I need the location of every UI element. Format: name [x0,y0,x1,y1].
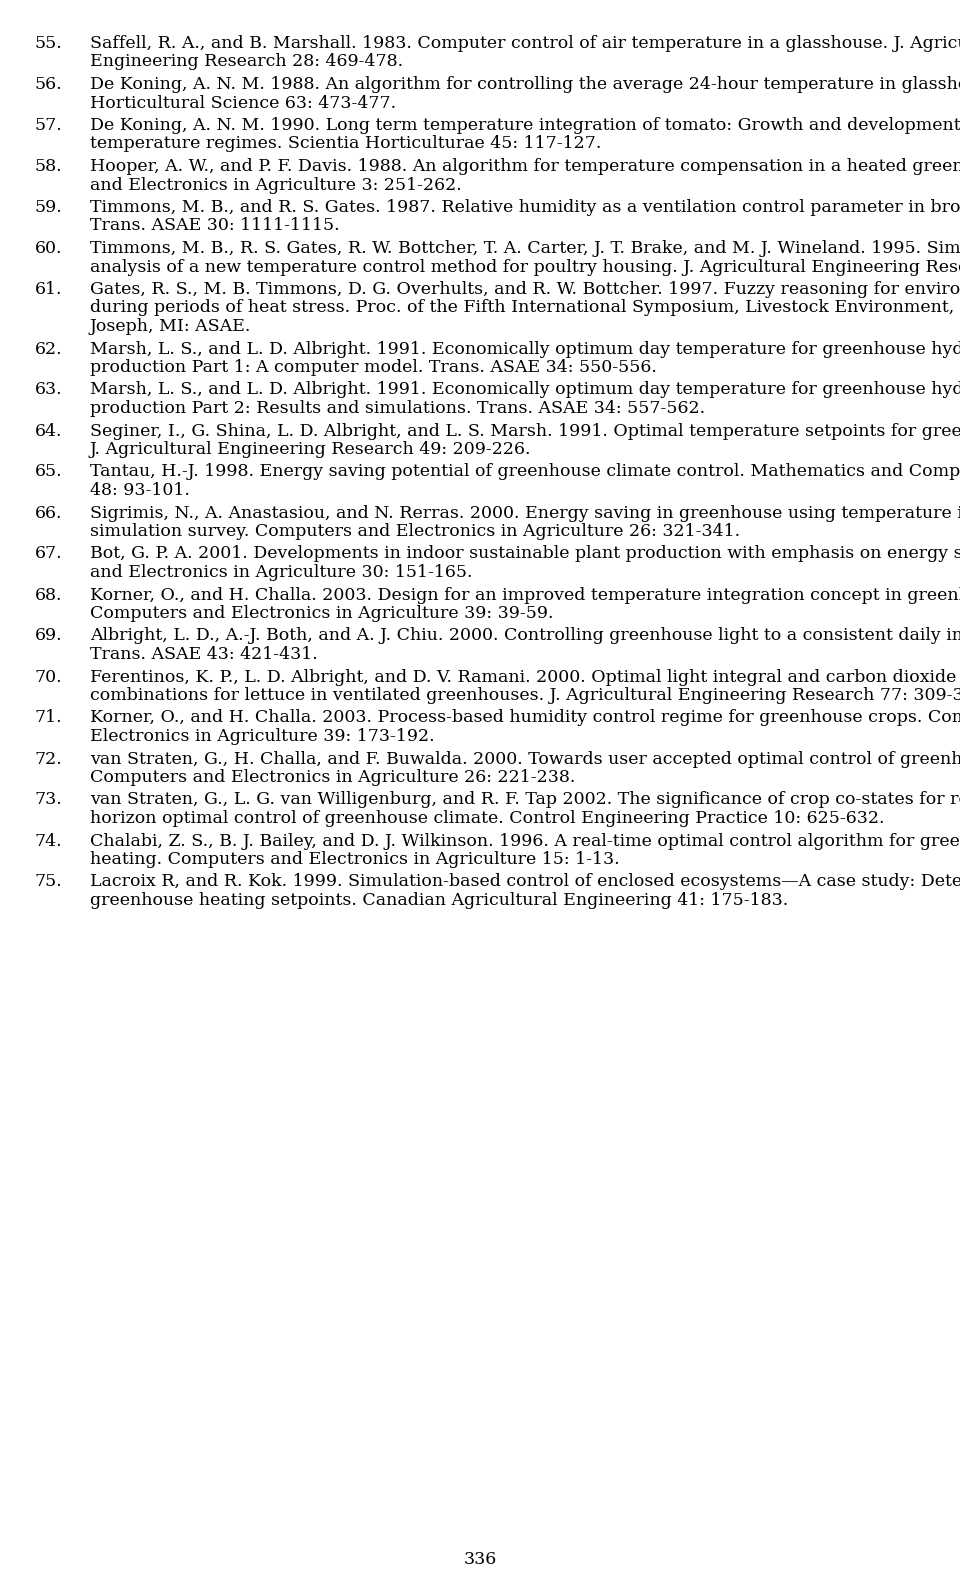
Text: Lacroix R, and R. Kok. 1999. Simulation-based control of enclosed ecosystems—A c: Lacroix R, and R. Kok. 1999. Simulation-… [90,873,960,890]
Text: horizon optimal control of greenhouse climate. Control Engineering Practice 10: : horizon optimal control of greenhouse cl… [90,809,884,827]
Text: 57.: 57. [35,117,62,134]
Text: Korner, O., and H. Challa. 2003. Process-based humidity control regime for green: Korner, O., and H. Challa. 2003. Process… [90,710,960,727]
Text: temperature regimes. Scientia Horticulturae 45: 117-127.: temperature regimes. Scientia Horticultu… [90,136,601,152]
Text: Trans. ASAE 43: 421-431.: Trans. ASAE 43: 421-431. [90,647,318,662]
Text: Saffell, R. A., and B. Marshall. 1983. Computer control of air temperature in a : Saffell, R. A., and B. Marshall. 1983. C… [90,35,960,52]
Text: Electronics in Agriculture 39: 173-192.: Electronics in Agriculture 39: 173-192. [90,727,435,745]
Text: 70.: 70. [35,669,62,686]
Text: 65.: 65. [35,463,62,481]
Text: Seginer, I., G. Shina, L. D. Albright, and L. S. Marsh. 1991. Optimal temperatur: Seginer, I., G. Shina, L. D. Albright, a… [90,422,960,440]
Text: van Straten, G., H. Challa, and F. Buwalda. 2000. Towards user accepted optimal : van Straten, G., H. Challa, and F. Buwal… [90,751,960,767]
Text: 66.: 66. [35,504,62,522]
Text: Marsh, L. S., and L. D. Albright. 1991. Economically optimum day temperature for: Marsh, L. S., and L. D. Albright. 1991. … [90,340,960,357]
Text: 72.: 72. [35,751,62,767]
Text: Korner, O., and H. Challa. 2003. Design for an improved temperature integration : Korner, O., and H. Challa. 2003. Design … [90,587,960,604]
Text: analysis of a new temperature control method for poultry housing. J. Agricultura: analysis of a new temperature control me… [90,259,960,275]
Text: 58.: 58. [35,158,62,175]
Text: 64.: 64. [35,422,62,440]
Text: 75.: 75. [35,873,62,890]
Text: Horticultural Science 63: 473-477.: Horticultural Science 63: 473-477. [90,95,396,112]
Text: 55.: 55. [35,35,62,52]
Text: and Electronics in Agriculture 30: 151-165.: and Electronics in Agriculture 30: 151-1… [90,564,472,580]
Text: and Electronics in Agriculture 3: 251-262.: and Electronics in Agriculture 3: 251-26… [90,177,462,193]
Text: simulation survey. Computers and Electronics in Agriculture 26: 321-341.: simulation survey. Computers and Electro… [90,523,740,541]
Text: combinations for lettuce in ventilated greenhouses. J. Agricultural Engineering : combinations for lettuce in ventilated g… [90,688,960,704]
Text: 73.: 73. [35,792,62,808]
Text: Sigrimis, N., A. Anastasiou, and N. Rerras. 2000. Energy saving in greenhouse us: Sigrimis, N., A. Anastasiou, and N. Rerr… [90,504,960,522]
Text: Albright, L. D., A.-J. Both, and A. J. Chiu. 2000. Controlling greenhouse light : Albright, L. D., A.-J. Both, and A. J. C… [90,628,960,645]
Text: heating. Computers and Electronics in Agriculture 15: 1-13.: heating. Computers and Electronics in Ag… [90,851,619,868]
Text: Computers and Electronics in Agriculture 39: 39-59.: Computers and Electronics in Agriculture… [90,606,554,621]
Text: Joseph, MI: ASAE.: Joseph, MI: ASAE. [90,318,252,335]
Text: greenhouse heating setpoints. Canadian Agricultural Engineering 41: 175-183.: greenhouse heating setpoints. Canadian A… [90,892,788,909]
Text: Gates, R. S., M. B. Timmons, D. G. Overhults, and R. W. Bottcher. 1997. Fuzzy re: Gates, R. S., M. B. Timmons, D. G. Overh… [90,281,960,297]
Text: Computers and Electronics in Agriculture 26: 221-238.: Computers and Electronics in Agriculture… [90,768,575,786]
Text: van Straten, G., L. G. van Willigenburg, and R. F. Tap 2002. The significance of: van Straten, G., L. G. van Willigenburg,… [90,792,960,808]
Text: Chalabi, Z. S., B. J. Bailey, and D. J. Wilkinson. 1996. A real-time optimal con: Chalabi, Z. S., B. J. Bailey, and D. J. … [90,833,960,849]
Text: Bot, G. P. A. 2001. Developments in indoor sustainable plant production with emp: Bot, G. P. A. 2001. Developments in indo… [90,545,960,563]
Text: 74.: 74. [35,833,62,849]
Text: production Part 2: Results and simulations. Trans. ASAE 34: 557-562.: production Part 2: Results and simulatio… [90,400,706,417]
Text: 71.: 71. [35,710,62,727]
Text: 48: 93-101.: 48: 93-101. [90,482,190,500]
Text: 68.: 68. [35,587,62,604]
Text: 336: 336 [464,1551,496,1568]
Text: Trans. ASAE 30: 1111-1115.: Trans. ASAE 30: 1111-1115. [90,218,340,234]
Text: Timmons, M. B., and R. S. Gates. 1987. Relative humidity as a ventilation contro: Timmons, M. B., and R. S. Gates. 1987. R… [90,199,960,217]
Text: 67.: 67. [35,545,62,563]
Text: Ferentinos, K. P., L. D. Albright, and D. V. Ramani. 2000. Optimal light integra: Ferentinos, K. P., L. D. Albright, and D… [90,669,960,686]
Text: 61.: 61. [35,281,62,297]
Text: J. Agricultural Engineering Research 49: 209-226.: J. Agricultural Engineering Research 49:… [90,441,532,458]
Text: 69.: 69. [35,628,62,645]
Text: De Koning, A. N. M. 1990. Long term temperature integration of tomato: Growth an: De Koning, A. N. M. 1990. Long term temp… [90,117,960,134]
Text: Tantau, H.-J. 1998. Energy saving potential of greenhouse climate control. Mathe: Tantau, H.-J. 1998. Energy saving potent… [90,463,960,481]
Text: Timmons, M. B., R. S. Gates, R. W. Bottcher, T. A. Carter, J. T. Brake, and M. J: Timmons, M. B., R. S. Gates, R. W. Bottc… [90,240,960,258]
Text: Engineering Research 28: 469-478.: Engineering Research 28: 469-478. [90,54,403,71]
Text: 59.: 59. [35,199,62,217]
Text: Marsh, L. S., and L. D. Albright. 1991. Economically optimum day temperature for: Marsh, L. S., and L. D. Albright. 1991. … [90,381,960,398]
Text: 63.: 63. [35,381,62,398]
Text: production Part 1: A computer model. Trans. ASAE 34: 550-556.: production Part 1: A computer model. Tra… [90,359,657,376]
Text: during periods of heat stress. Proc. of the Fifth International Symposium, Lives: during periods of heat stress. Proc. of … [90,299,960,316]
Text: 62.: 62. [35,340,62,357]
Text: 60.: 60. [35,240,62,258]
Text: Hooper, A. W., and P. F. Davis. 1988. An algorithm for temperature compensation : Hooper, A. W., and P. F. Davis. 1988. An… [90,158,960,175]
Text: De Koning, A. N. M. 1988. An algorithm for controlling the average 24-hour tempe: De Koning, A. N. M. 1988. An algorithm f… [90,76,960,93]
Text: 56.: 56. [35,76,62,93]
